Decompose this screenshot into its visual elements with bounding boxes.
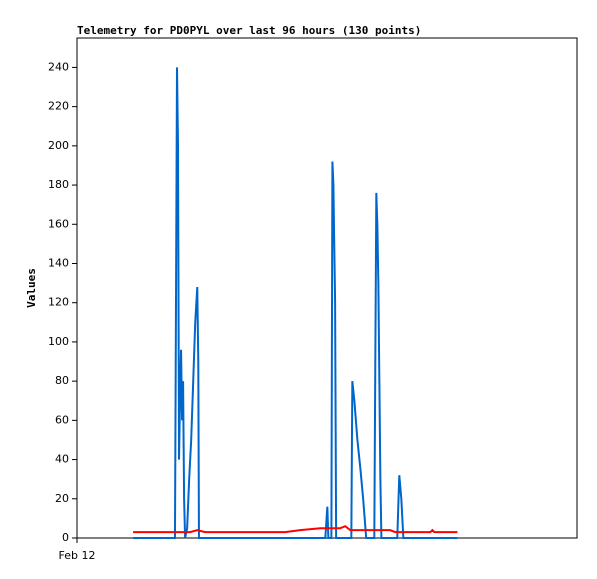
y-tick-label: 80 (55, 374, 69, 387)
y-tick-label: 60 (55, 413, 69, 426)
x-tick-label: Feb 12 (59, 549, 96, 562)
y-tick-label: 200 (48, 139, 69, 152)
y-tick-label: 220 (48, 100, 69, 113)
y-tick-label: 0 (62, 531, 69, 544)
y-tick-label: 140 (48, 256, 69, 269)
y-tick-label: 100 (48, 335, 69, 348)
series-line (133, 67, 458, 539)
series-line (133, 525, 458, 534)
y-tick-label: 180 (48, 178, 69, 191)
y-axis-label: Values (25, 268, 38, 308)
plot-frame (76, 37, 578, 539)
y-tick-label: 160 (48, 217, 69, 230)
chart-title: Telemetry for PD0PYL over last 96 hours … (77, 24, 421, 37)
y-tick-label: 240 (48, 60, 69, 73)
y-tick-label: 20 (55, 492, 69, 505)
y-tick-label: 120 (48, 296, 69, 309)
y-tick-label: 40 (55, 453, 69, 466)
